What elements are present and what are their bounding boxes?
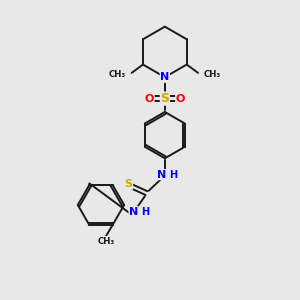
Text: CH₃: CH₃ bbox=[109, 70, 126, 79]
Text: N: N bbox=[160, 72, 170, 82]
Text: S: S bbox=[160, 92, 169, 105]
Text: O: O bbox=[176, 94, 185, 103]
Text: N: N bbox=[157, 170, 166, 180]
Text: CH₃: CH₃ bbox=[98, 237, 115, 246]
Text: H: H bbox=[142, 206, 150, 217]
Text: O: O bbox=[145, 94, 154, 103]
Text: S: S bbox=[124, 179, 133, 189]
Text: CH₃: CH₃ bbox=[203, 70, 220, 79]
Text: H: H bbox=[169, 170, 177, 180]
Text: N: N bbox=[129, 206, 138, 217]
